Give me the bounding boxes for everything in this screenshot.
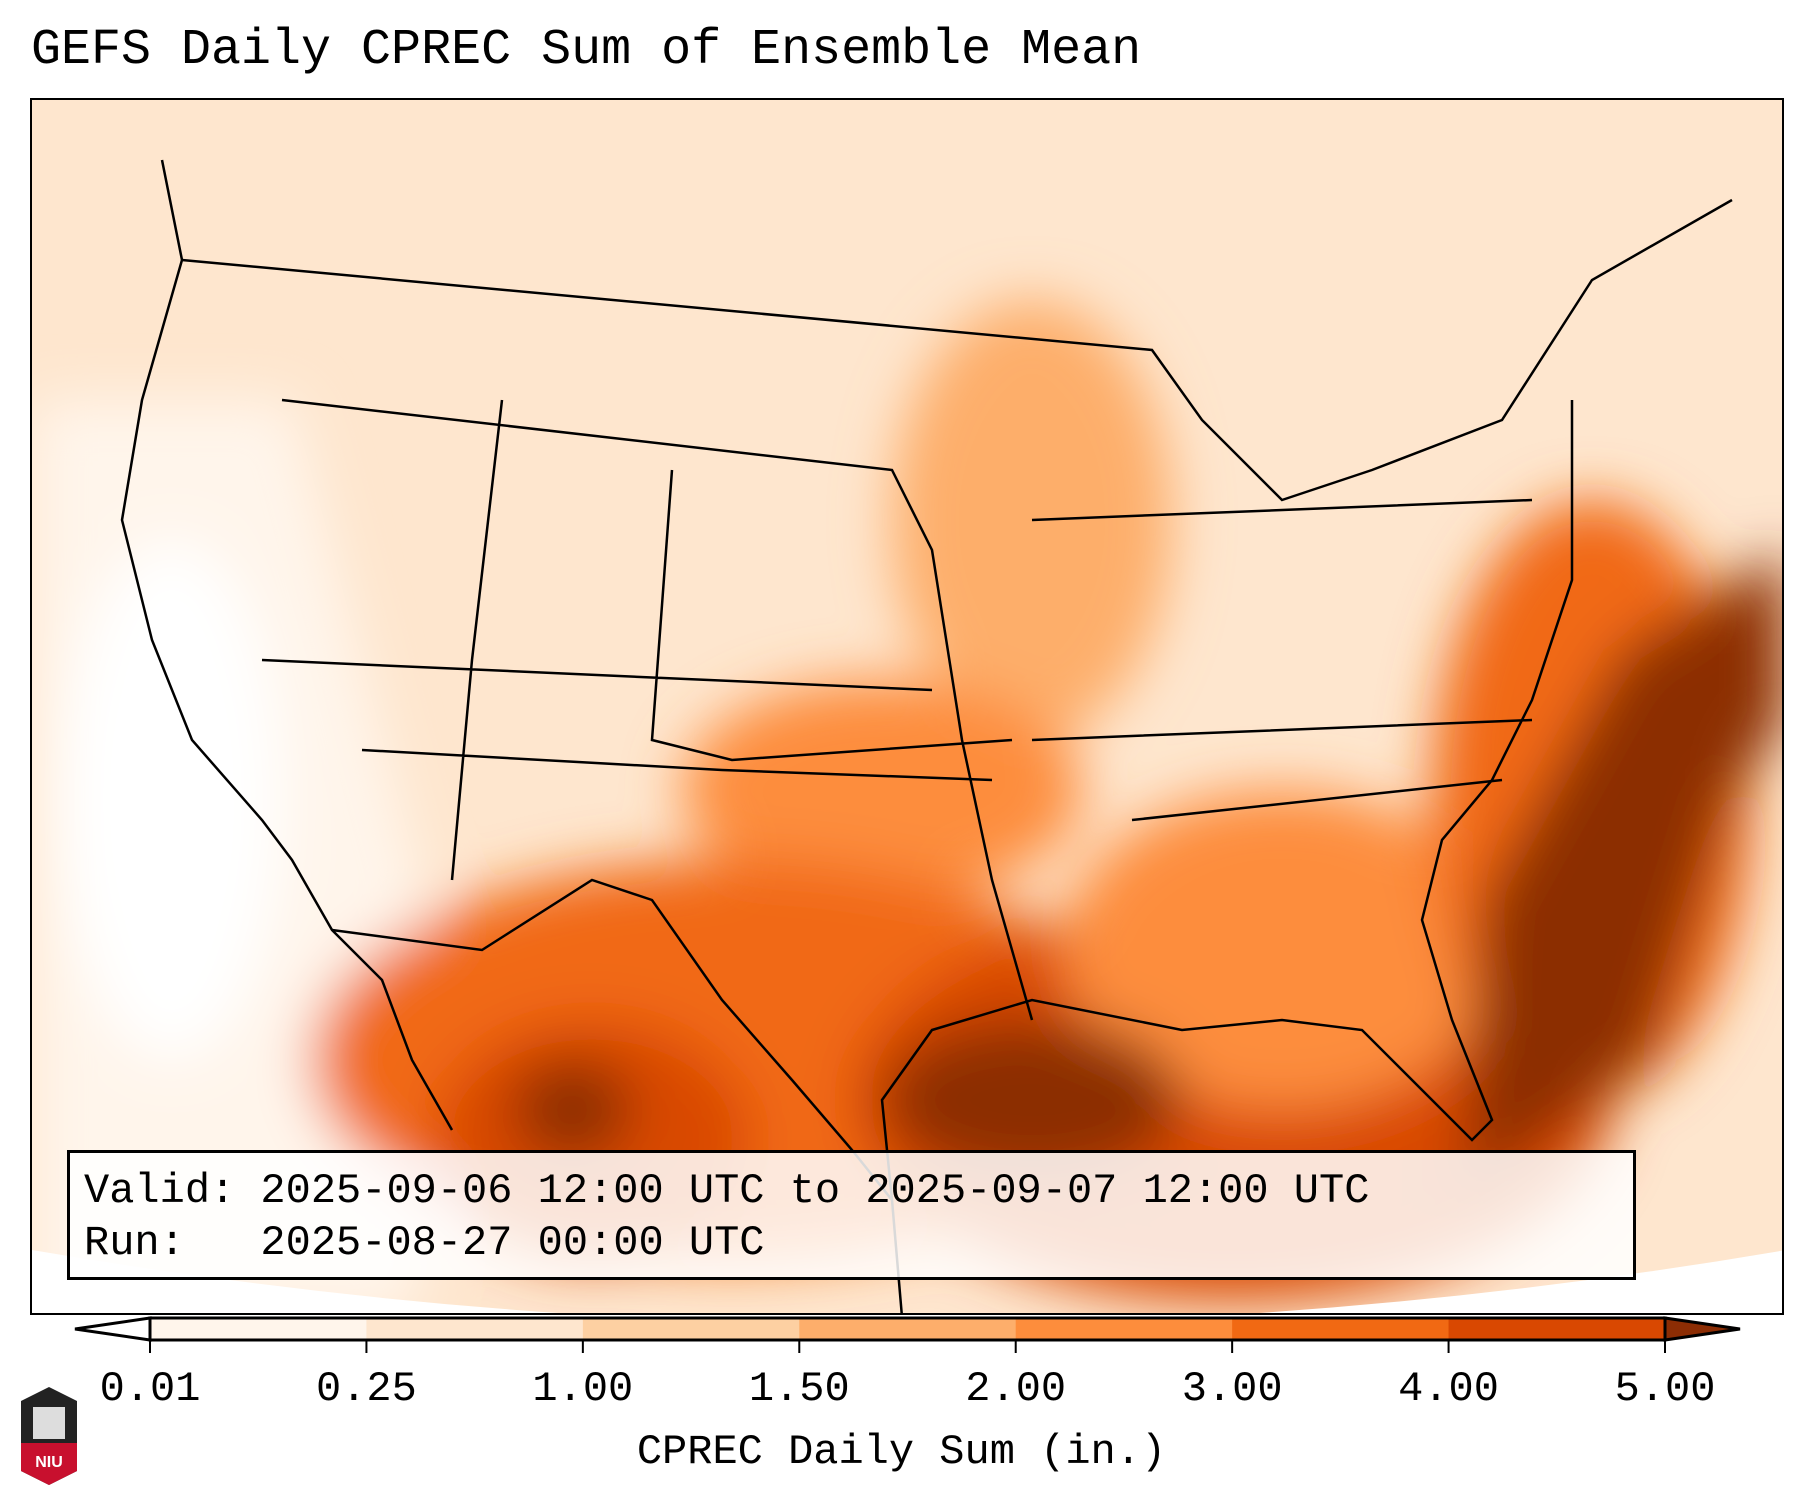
colorbar-ticks — [149, 1339, 1666, 1353]
gulf-max-region — [882, 1020, 1182, 1180]
logo-text: NIU — [35, 1454, 63, 1471]
colorbar-over-extension — [1663, 1316, 1741, 1342]
precip-map — [30, 98, 1784, 1315]
run-time: Run: 2025-08-27 00:00 UTC — [84, 1219, 765, 1267]
colorbar-tick-label: 4.00 — [1398, 1365, 1499, 1413]
colorbar-segment — [150, 1318, 367, 1340]
colorbar-tick-label: 3.00 — [1181, 1365, 1283, 1413]
atlantic-max-region — [1462, 552, 1782, 1200]
info-box: Valid: 2025-09-06 12:00 UTC to 2025-09-0… — [67, 1150, 1636, 1280]
colorbar-tick-label: 2.00 — [965, 1365, 1067, 1413]
colorbar-segment — [1015, 1318, 1233, 1340]
colorbar-segment — [366, 1318, 584, 1340]
map-edge — [32, 1250, 1782, 1313]
colorbar-tick-label: 1.00 — [532, 1365, 634, 1413]
southeast-region — [1062, 790, 1502, 1110]
colorbar-segment — [799, 1318, 1017, 1340]
colorbar-tick-label: 5.00 — [1614, 1365, 1716, 1413]
pacific-dry-region — [62, 540, 282, 1060]
colorbar-segment — [1448, 1318, 1666, 1340]
colorbar-segment — [582, 1318, 800, 1340]
colorbar — [74, 1316, 1741, 1342]
colorbar-tick-label: 1.50 — [748, 1365, 850, 1413]
southern-plains-region — [682, 680, 1082, 900]
mexico-max-region — [512, 1060, 632, 1160]
map-field — [32, 100, 1782, 1313]
colorbar-segment — [1232, 1318, 1450, 1340]
colorbar-under-extension — [74, 1316, 152, 1342]
coastlines — [120, 159, 1733, 1313]
colorbar-tick-label: 0.25 — [316, 1365, 417, 1413]
colorbar-label: CPREC Daily Sum (in.) — [636, 1428, 1167, 1476]
chart-title: GEFS Daily CPREC Sum of Ensemble Mean — [31, 22, 1142, 79]
valid-time: Valid: 2025-09-06 12:00 UTC to 2025-09-0… — [84, 1167, 1370, 1215]
colorbar-tick-label: 0.01 — [99, 1365, 201, 1413]
colorbar-frame — [148, 1316, 1667, 1342]
niu-logo: NIU — [21, 1387, 77, 1485]
